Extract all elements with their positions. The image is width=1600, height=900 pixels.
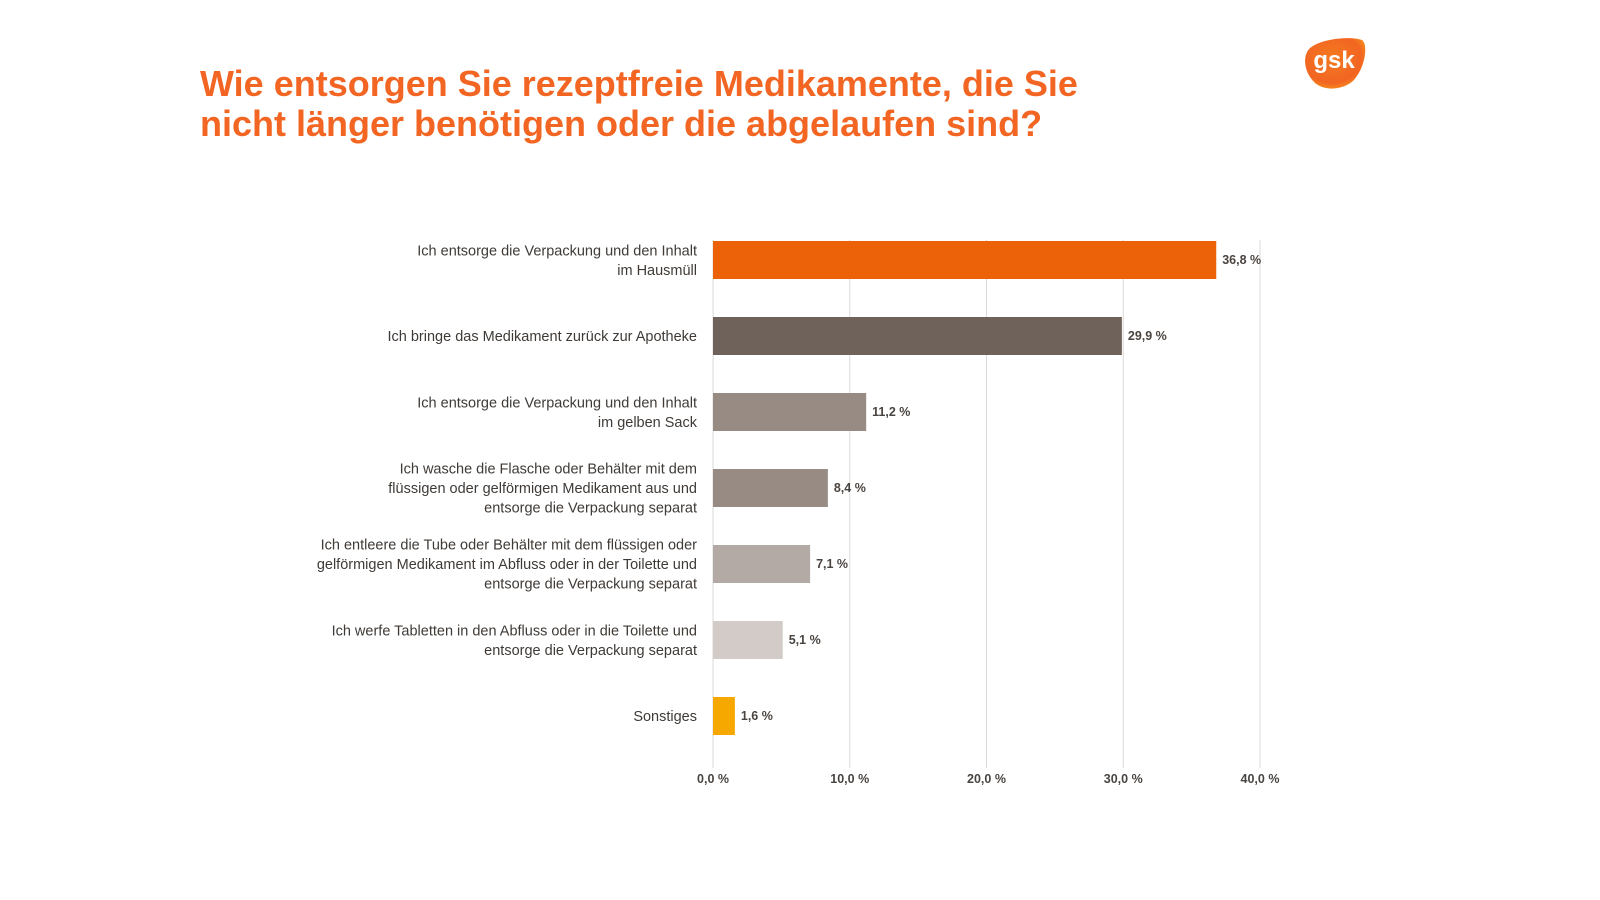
value-label-2: 11,2 %	[872, 405, 910, 419]
category-label-line: entsorge die Verpackung separat	[484, 501, 697, 517]
x-tick-label-0: 0,0 %	[697, 772, 729, 786]
x-tick-label-4: 40,0 %	[1241, 772, 1280, 786]
category-label-1: Ich bringe das Medikament zurück zur Apo…	[388, 329, 698, 345]
category-label-line: flüssigen oder gelförmigen Medikament au…	[388, 481, 697, 497]
category-label-5: Ich werfe Tabletten in den Abfluss oder …	[332, 623, 697, 659]
category-label-3: Ich wasche die Flasche oder Behälter mit…	[388, 462, 697, 517]
logo-shape	[1305, 38, 1366, 89]
title-line-1: Wie entsorgen Sie rezeptfreie Medikament…	[200, 63, 1078, 104]
category-label-line: Ich entsorge die Verpackung und den Inha…	[417, 243, 697, 259]
category-label-line: gelförmigen Medikament im Abfluss oder i…	[317, 557, 697, 573]
category-label-6: Sonstiges	[633, 709, 697, 725]
value-label-0: 36,8 %	[1222, 253, 1261, 267]
x-tick-label-2: 20,0 %	[967, 772, 1006, 786]
gsk-logo: gsk	[1305, 38, 1366, 89]
category-label-line: Ich entleere die Tube oder Behälter mit …	[321, 538, 698, 554]
value-label-1: 29,9 %	[1128, 329, 1167, 343]
category-label-line: Ich bringe das Medikament zurück zur Apo…	[388, 329, 698, 345]
value-label-4: 7,1 %	[816, 557, 848, 571]
category-label-line: Ich entsorge die Verpackung und den Inha…	[417, 395, 697, 411]
bar-2	[713, 393, 867, 431]
category-label-line: Ich werfe Tabletten in den Abfluss oder …	[332, 623, 697, 639]
category-label-line: Ich wasche die Flasche oder Behälter mit…	[400, 462, 697, 478]
category-label-2: Ich entsorge die Verpackung und den Inha…	[417, 395, 697, 431]
category-label-line: entsorge die Verpackung separat	[484, 643, 697, 659]
category-label-line: Sonstiges	[633, 709, 697, 725]
bar-6	[713, 697, 735, 735]
x-tick-label-3: 30,0 %	[1104, 772, 1143, 786]
value-label-5: 5,1 %	[789, 633, 821, 647]
chart-title: Wie entsorgen Sie rezeptfreie Medikament…	[200, 64, 1078, 144]
value-label-3: 8,4 %	[834, 481, 866, 495]
bar-1	[713, 317, 1122, 355]
title-line-2: nicht länger benötigen oder die abgelauf…	[200, 103, 1043, 144]
value-label-6: 1,6 %	[741, 709, 773, 723]
bar-3	[713, 469, 828, 507]
category-label-0: Ich entsorge die Verpackung und den Inha…	[417, 243, 697, 279]
x-tick-label-1: 10,0 %	[830, 772, 869, 786]
bar-5	[713, 621, 783, 659]
category-label-line: im gelben Sack	[598, 415, 698, 431]
logo-text: gsk	[1313, 47, 1355, 74]
category-label-4: Ich entleere die Tube oder Behälter mit …	[317, 538, 697, 593]
bar-4	[713, 545, 811, 583]
category-label-line: im Hausmüll	[617, 263, 697, 279]
bar-0	[713, 241, 1217, 279]
category-label-line: entsorge die Verpackung separat	[484, 577, 697, 593]
